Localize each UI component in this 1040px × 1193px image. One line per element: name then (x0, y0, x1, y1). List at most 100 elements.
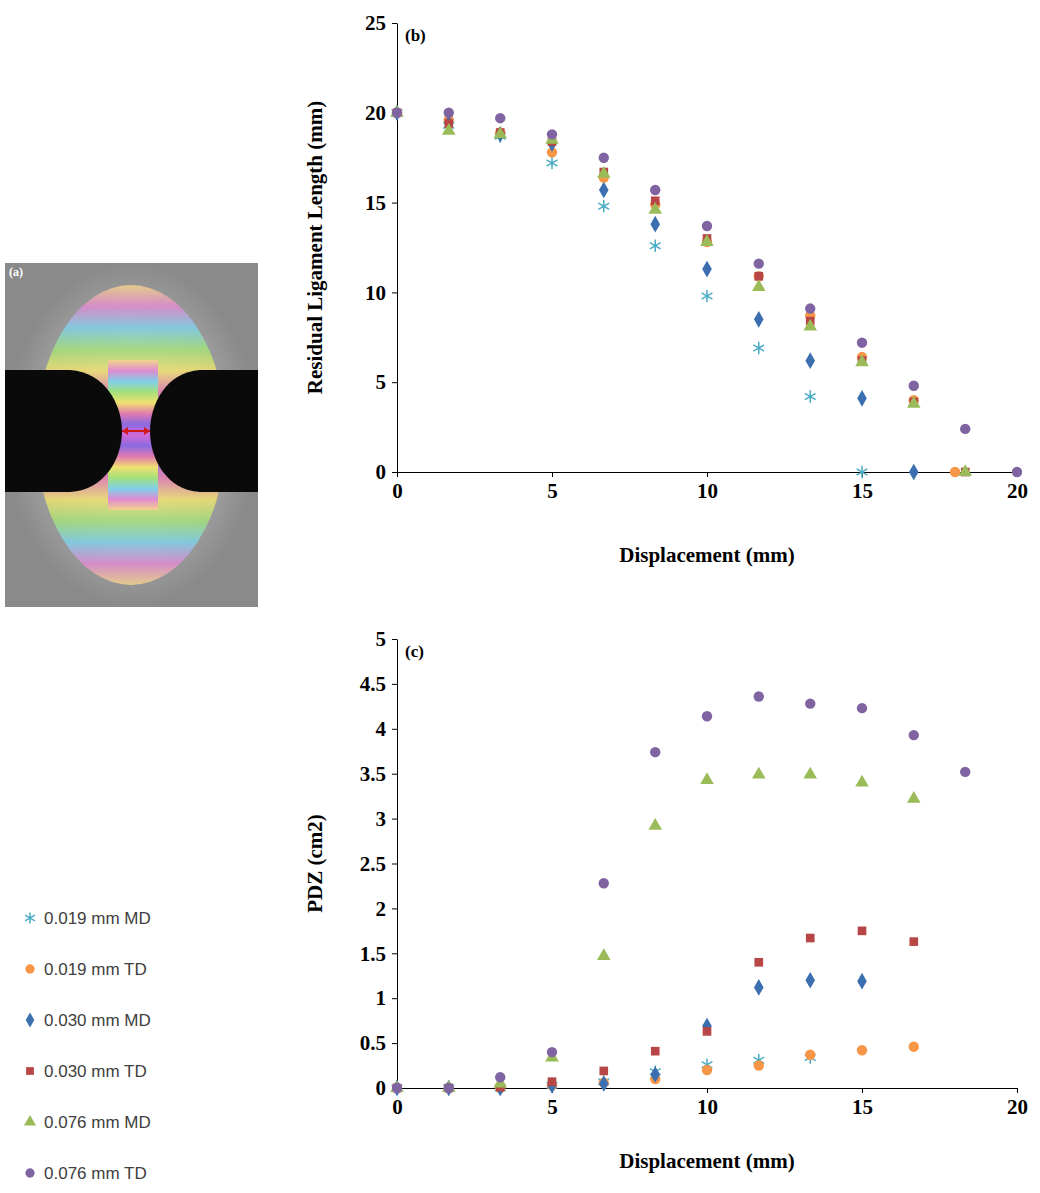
tick: 15 (365, 191, 397, 215)
point (703, 1027, 712, 1036)
axis-title: Residual Ligament Length (mm) (303, 101, 327, 394)
tick: 5 (547, 472, 558, 503)
legend-label: 0.019 mm TD (44, 960, 147, 979)
tick-label: 10 (697, 1095, 718, 1119)
tick-label: 0 (392, 1095, 403, 1119)
point (754, 958, 763, 967)
tick: 5 (376, 627, 398, 651)
series (390, 767, 920, 1092)
point (803, 319, 817, 331)
tick: 0 (376, 460, 398, 484)
legend-marker (25, 1168, 34, 1177)
axis-line (397, 640, 398, 1089)
tick: 20 (1007, 1088, 1028, 1119)
point (805, 698, 815, 708)
tick-mark (392, 774, 397, 775)
point (650, 747, 660, 757)
point (754, 311, 764, 328)
figure: (a)051015200510152025Displacement (mm)Re… (0, 0, 1040, 1193)
point (392, 1083, 402, 1093)
point (651, 1047, 660, 1056)
photo-panel: (a) (5, 263, 258, 607)
point (392, 1083, 402, 1093)
point (443, 1082, 454, 1095)
x-axis: 05101520 (392, 472, 1028, 503)
tick: 15 (852, 1088, 873, 1119)
point (547, 1077, 557, 1094)
tick: 10 (697, 472, 718, 503)
axis-title: Displacement (mm) (619, 1149, 795, 1173)
tick-label: 5 (547, 479, 558, 503)
legend-label: 0.076 mm MD (44, 1113, 151, 1132)
legend-label: 0.019 mm MD (44, 909, 151, 928)
axis-title: Displacement (mm) (619, 543, 795, 567)
tick-label: 3 (376, 807, 387, 831)
tick-label: 20 (1007, 1095, 1028, 1119)
tick-mark (707, 472, 708, 477)
point (393, 1084, 402, 1093)
point (855, 355, 869, 367)
point (547, 1047, 557, 1057)
tick-mark (862, 1088, 863, 1093)
tick-label: 25 (365, 11, 386, 35)
tick-mark (392, 639, 397, 640)
point (599, 152, 609, 162)
point (650, 216, 660, 233)
tick-label: 2 (376, 897, 387, 921)
tick: 1.5 (360, 942, 397, 966)
point (958, 464, 972, 476)
plot-area (390, 691, 970, 1096)
series (393, 927, 918, 1093)
tick-mark (1017, 1088, 1018, 1093)
tick-mark (392, 23, 397, 24)
y-axis: 00.511.522.533.544.55 (360, 627, 398, 1100)
plot-area (390, 104, 1022, 480)
point (547, 157, 558, 170)
point (909, 381, 919, 391)
legend-label: 0.030 mm TD (44, 1062, 147, 1081)
point (907, 791, 921, 803)
point (753, 342, 764, 355)
point (648, 202, 662, 214)
notch-right (150, 370, 258, 492)
tick-mark (392, 203, 397, 204)
tick-label: 0 (376, 1076, 387, 1100)
point (392, 108, 402, 118)
point (1012, 467, 1022, 477)
series (392, 1041, 919, 1093)
point (444, 1084, 453, 1093)
point (855, 775, 869, 787)
legend-marker (26, 1013, 35, 1028)
tick-label: 15 (365, 191, 386, 215)
point (392, 108, 402, 118)
x-axis: 05101520 (392, 1088, 1028, 1119)
notch-left (5, 370, 122, 492)
tick: 2.5 (360, 852, 397, 876)
tick-mark (392, 864, 397, 865)
axis-title: PDZ (cm2) (303, 814, 327, 913)
tick-mark (552, 472, 553, 477)
point (599, 1075, 609, 1092)
point (650, 239, 661, 252)
point (495, 1072, 505, 1082)
tick-label: 0 (376, 460, 387, 484)
point (805, 303, 815, 313)
point (442, 123, 456, 135)
point (806, 934, 815, 943)
tick-mark (392, 382, 397, 383)
point (547, 129, 557, 139)
point (648, 818, 662, 830)
legend-label: 0.076 mm TD (44, 1164, 147, 1183)
point (599, 1067, 608, 1076)
point (857, 703, 867, 713)
tick-mark (392, 684, 397, 685)
tick-label: 10 (697, 479, 718, 503)
point (858, 927, 867, 936)
tick: 4.5 (360, 672, 397, 696)
point (702, 221, 712, 231)
point (495, 113, 505, 123)
chart: 051015200510152025Displacement (mm)Resid… (303, 11, 1028, 567)
point (805, 352, 815, 369)
tick: 5 (376, 370, 398, 394)
point (393, 108, 402, 117)
